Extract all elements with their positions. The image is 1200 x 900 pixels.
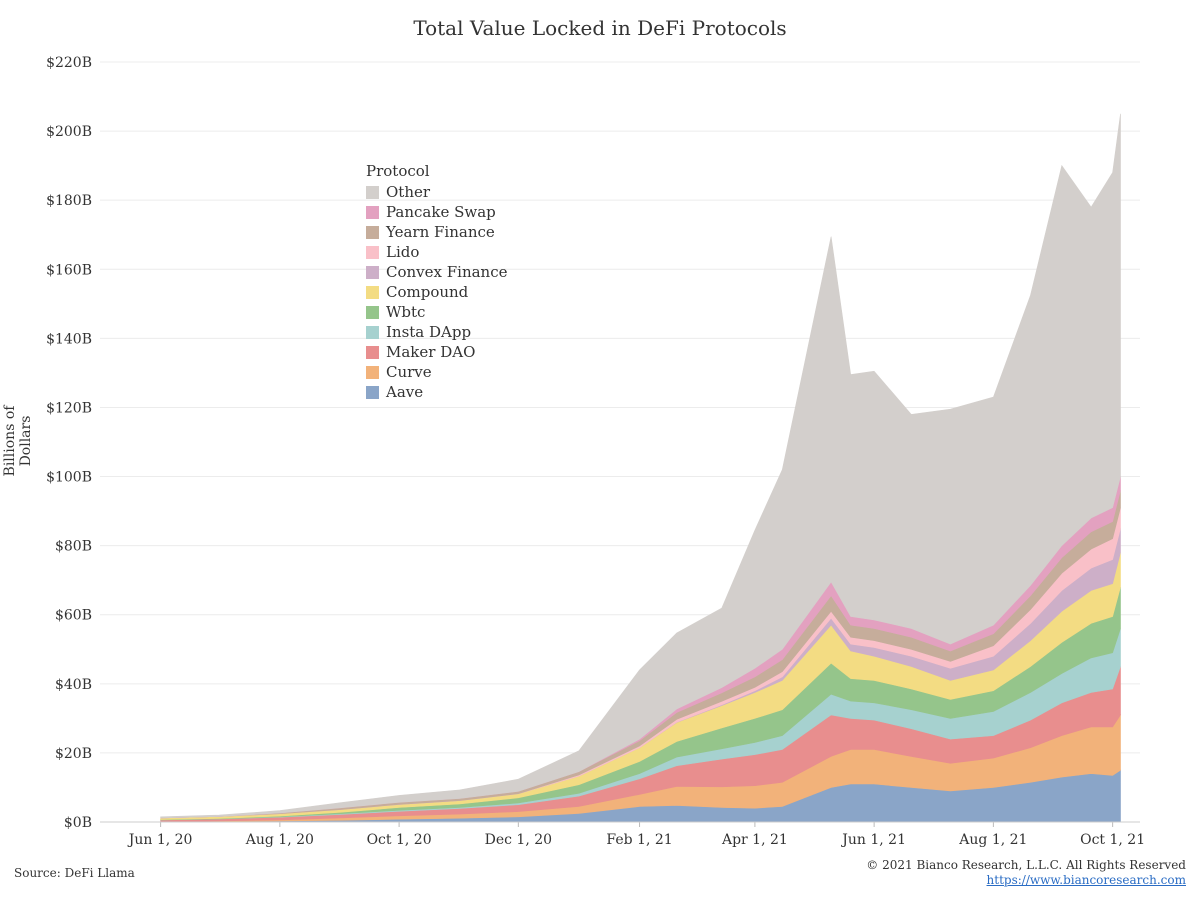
legend-swatch (366, 365, 379, 379)
legend-item-wbtc: Wbtc (366, 302, 508, 322)
legend-swatch (366, 265, 379, 279)
legend-item-compound: Compound (366, 282, 508, 302)
x-tick-label: Dec 1, 20 (485, 832, 552, 848)
legend-item-lido: Lido (366, 242, 508, 262)
legend-items: Other Pancake Swap Yearn Finance Lido Convex… (366, 182, 508, 402)
x-tick-label: Jun 1, 21 (840, 832, 906, 848)
x-tick-label: Aug 1, 20 (245, 832, 314, 848)
legend-title: Protocol (366, 162, 430, 180)
legend-label: Convex Finance (386, 263, 508, 281)
legend-swatch (366, 225, 379, 239)
legend-swatch (366, 285, 379, 299)
x-axis-ticks: Jun 1, 20 Aug 1, 20 Oct 1, 20 Dec 1, 20 Feb … (100, 821, 1145, 848)
legend-label: Insta DApp (386, 323, 472, 341)
legend-item-pancake-swap: Pancake Swap (366, 202, 508, 222)
y-tick-label: $220B (46, 55, 92, 71)
legend-item-insta-dapp: Insta DApp (366, 322, 508, 342)
copyright-text: © 2021 Bianco Research, L.L.C. All Right… (866, 858, 1186, 872)
legend-item-curve: Curve (366, 362, 508, 382)
y-tick-label: $60B (55, 608, 92, 624)
legend-item-convex-finance: Convex Finance (366, 262, 508, 282)
legend-swatch (366, 345, 379, 359)
chart-title: Total Value Locked in DeFi Protocols (413, 16, 787, 40)
y-tick-label: $0B (64, 815, 92, 831)
legend-label: Aave (386, 383, 424, 401)
y-axis-label: Billions of Dollars (2, 405, 34, 477)
y-tick-label: $200B (46, 124, 92, 140)
y-tick-label: $140B (46, 331, 92, 347)
x-tick-label: Aug 1, 21 (958, 832, 1027, 848)
y-axis-ticks: $0B $20B $40B $60B $80B $100B $120B $140B $160B $… (46, 55, 92, 831)
legend-item-yearn-finance: Yearn Finance (366, 222, 508, 242)
legend-label: Lido (386, 243, 420, 261)
x-tick-label: Jun 1, 20 (127, 832, 193, 848)
legend-swatch (366, 245, 379, 259)
area-other (160, 113, 1121, 819)
legend-item-maker-dao: Maker DAO (366, 342, 508, 362)
legend-swatch (366, 325, 379, 339)
legend-label: Other (386, 183, 431, 201)
x-tick-label: Feb 1, 21 (606, 832, 672, 848)
legend-label: Yearn Finance (386, 223, 495, 241)
legend-label: Wbtc (386, 303, 426, 321)
y-tick-label: $100B (46, 470, 92, 486)
legend-swatch (366, 385, 379, 399)
source-note: Source: DeFi Llama (14, 866, 135, 880)
x-tick-label: Apr 1, 21 (721, 832, 788, 848)
legend-label: Compound (386, 283, 469, 301)
grid-lines (100, 61, 1140, 823)
legend-swatch (366, 185, 379, 199)
y-tick-label: $40B (55, 677, 92, 693)
legend-item-other: Other (366, 182, 508, 202)
area-series-layer (160, 113, 1121, 823)
y-tick-label: $180B (46, 193, 92, 209)
x-tick-label: Oct 1, 21 (1080, 832, 1145, 848)
y-tick-label: $120B (46, 400, 92, 416)
y-tick-label: $80B (55, 539, 92, 555)
legend-swatch (366, 305, 379, 319)
y-tick-label: $160B (46, 262, 92, 278)
legend-label: Curve (386, 363, 432, 381)
website-link[interactable]: https://www.biancoresearch.com (986, 873, 1186, 887)
y-tick-label: $20B (55, 746, 92, 762)
legend-item-aave: Aave (366, 382, 508, 402)
x-tick-label: Oct 1, 20 (367, 832, 432, 848)
legend-label: Pancake Swap (386, 203, 496, 221)
copyright-block: © 2021 Bianco Research, L.L.C. All Right… (866, 858, 1186, 888)
legend-swatch (366, 205, 379, 219)
legend: Protocol Other Pancake Swap Yearn Finance L… (366, 162, 508, 402)
legend-label: Maker DAO (386, 343, 476, 361)
